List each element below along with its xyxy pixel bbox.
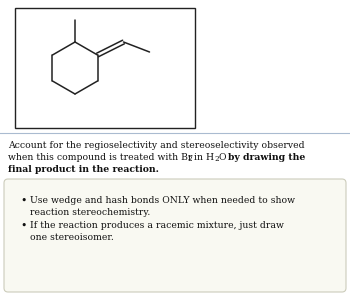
Text: Account for the regioselectivity and stereoselectivity observed: Account for the regioselectivity and ste… <box>8 141 304 150</box>
Text: O: O <box>219 153 229 162</box>
Text: Use wedge and hash bonds ONLY when needed to show: Use wedge and hash bonds ONLY when neede… <box>30 196 295 205</box>
FancyBboxPatch shape <box>15 8 195 128</box>
Text: 2: 2 <box>187 155 192 163</box>
Text: final product in the reaction.: final product in the reaction. <box>8 165 159 174</box>
FancyBboxPatch shape <box>4 179 346 292</box>
Text: reaction stereochemistry.: reaction stereochemistry. <box>30 208 150 217</box>
Text: If the reaction produces a racemic mixture, just draw: If the reaction produces a racemic mixtu… <box>30 221 284 230</box>
Text: when this compound is treated with Br: when this compound is treated with Br <box>8 153 193 162</box>
Text: by drawing the: by drawing the <box>228 153 306 162</box>
Text: one stereoisomer.: one stereoisomer. <box>30 233 114 242</box>
Text: •: • <box>20 196 26 206</box>
Text: in H: in H <box>191 153 214 162</box>
Text: •: • <box>20 221 26 231</box>
Text: 2: 2 <box>215 155 219 163</box>
